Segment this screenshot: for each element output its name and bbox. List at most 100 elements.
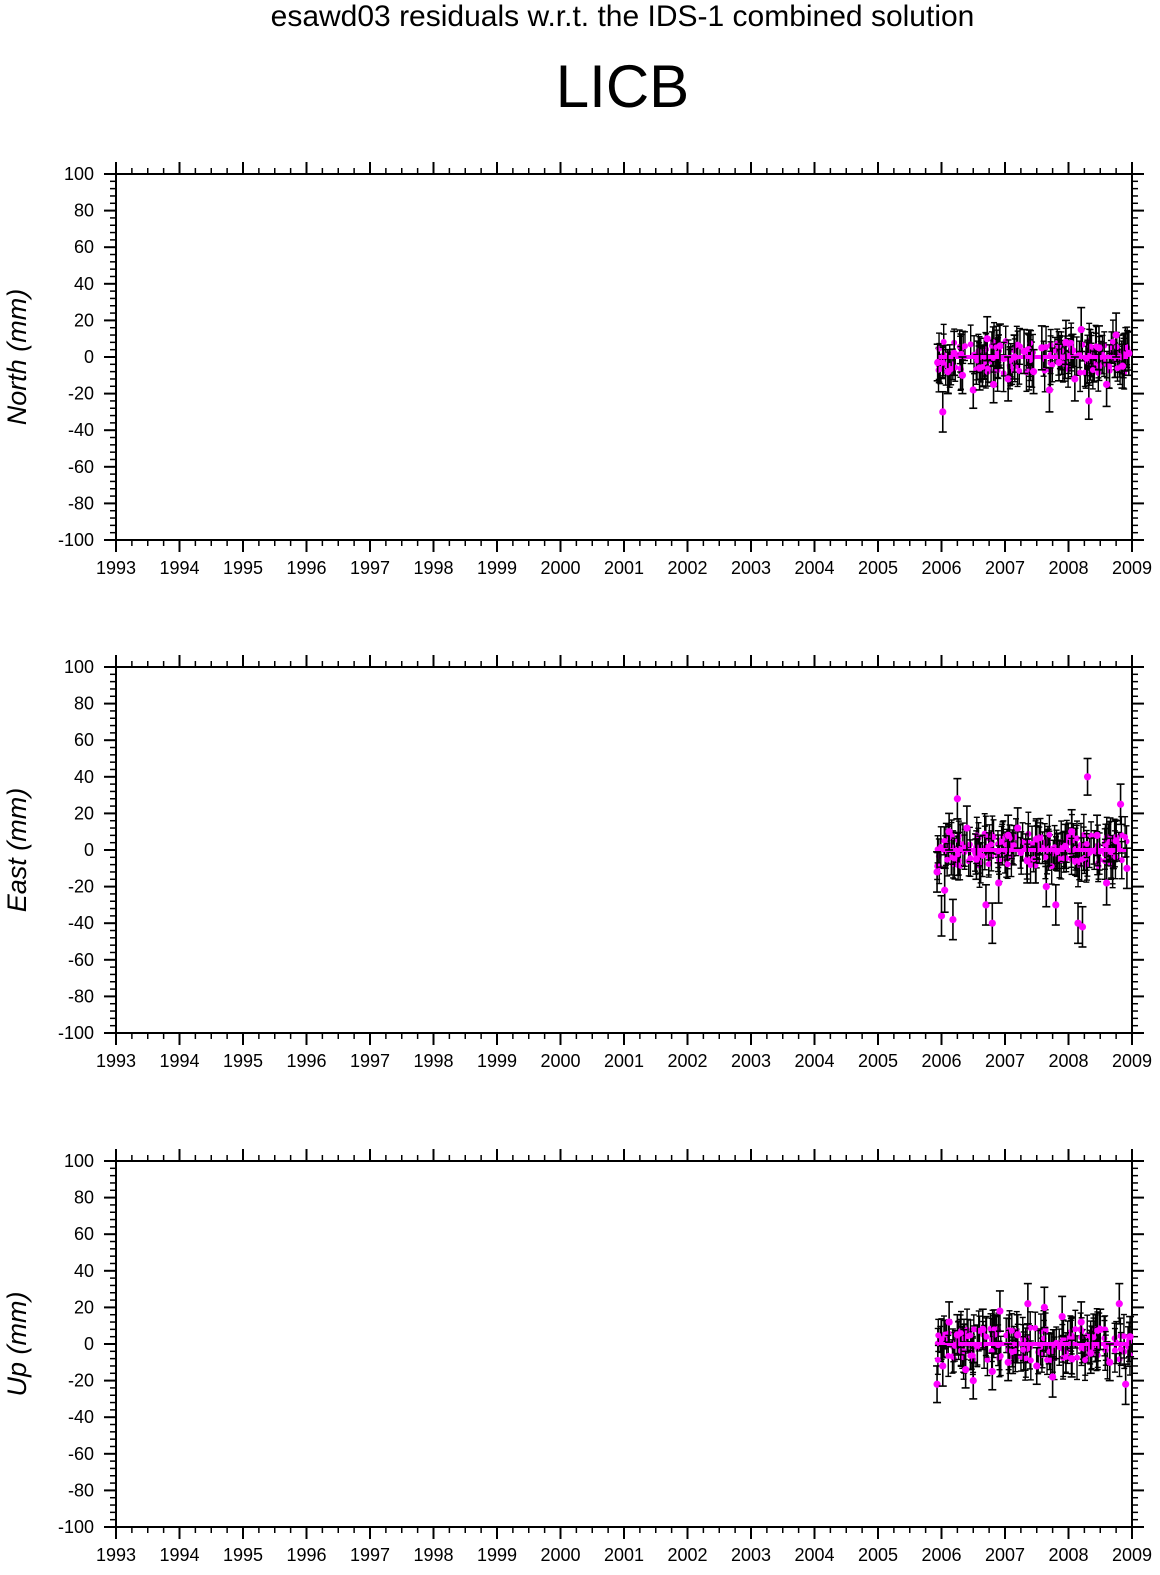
y-tick-label: 20 <box>74 1297 94 1317</box>
data-point <box>979 1325 987 1333</box>
data-point <box>958 371 967 379</box>
x-tick-label: 1999 <box>477 1545 517 1565</box>
data-point <box>1004 861 1011 868</box>
y-tick-label: 80 <box>74 694 94 714</box>
x-tick-label: 2007 <box>985 558 1025 578</box>
y-tick-label: 20 <box>74 803 94 823</box>
data-point <box>1083 841 1090 848</box>
y-tick-label: -100 <box>58 1023 94 1043</box>
data-point <box>1106 363 1113 370</box>
x-tick-label: 1994 <box>159 1545 199 1565</box>
data-point <box>1118 362 1127 370</box>
data-point <box>982 901 990 909</box>
data-point <box>934 358 942 367</box>
data-point <box>949 915 957 924</box>
y-tick-label: -60 <box>68 950 94 970</box>
x-tick-label: 2000 <box>540 1545 580 1565</box>
y-tick-label: -80 <box>68 493 94 513</box>
data-point <box>1046 1348 1053 1355</box>
x-tick-label: 2001 <box>604 558 644 578</box>
data-point <box>1080 831 1087 838</box>
data-point <box>1016 367 1023 374</box>
y-tick-label: 80 <box>74 201 94 221</box>
data-point <box>1055 358 1063 367</box>
data-point <box>1060 1336 1067 1343</box>
data-point <box>1049 361 1056 368</box>
x-tick-label: 2006 <box>921 1051 961 1071</box>
data-point <box>1078 923 1087 931</box>
data-point <box>1116 800 1125 808</box>
data-point <box>941 837 948 844</box>
data-point <box>1058 1312 1066 1321</box>
data-point <box>984 1356 991 1363</box>
data-point <box>1040 1303 1048 1311</box>
x-tick-label: 2009 <box>1112 558 1152 578</box>
data-point <box>1077 325 1085 334</box>
data-point <box>996 857 1003 864</box>
y-tick-label: -80 <box>68 986 94 1006</box>
data-point <box>1109 338 1116 345</box>
data-point <box>1125 349 1133 357</box>
data-point <box>983 1333 990 1340</box>
data-point <box>962 1366 970 1374</box>
data-point <box>988 841 995 848</box>
y-tick-label: 100 <box>64 164 94 184</box>
y-tick-label: 40 <box>74 1261 94 1281</box>
data-point <box>935 1332 942 1339</box>
x-tick-label: 2002 <box>667 1051 707 1071</box>
data-point <box>1095 369 1102 376</box>
x-tick-label: 2002 <box>667 558 707 578</box>
y-tick-label: 0 <box>84 840 94 860</box>
y-tick-label: -100 <box>58 1517 94 1537</box>
data-point <box>970 1326 977 1333</box>
x-tick-label: 2004 <box>794 1545 834 1565</box>
data-point <box>1103 380 1111 389</box>
x-tick-label: 1995 <box>223 1545 263 1565</box>
x-tick-label: 1997 <box>350 1051 390 1071</box>
x-tick-label: 2006 <box>921 558 961 578</box>
y-axis-label: North (mm) <box>2 289 32 426</box>
x-tick-label: 1994 <box>159 558 199 578</box>
x-tick-label: 2003 <box>731 1545 771 1565</box>
y-tick-label: 100 <box>64 657 94 677</box>
page-title: esawd03 residuals w.r.t. the IDS-1 combi… <box>270 0 975 33</box>
data-point <box>1008 1327 1015 1334</box>
x-tick-label: 1994 <box>159 1051 199 1071</box>
x-tick-label: 2005 <box>858 1051 898 1071</box>
data-point <box>1077 369 1084 376</box>
y-tick-label: 0 <box>84 1334 94 1354</box>
data-point <box>990 833 997 840</box>
data-point <box>933 868 941 876</box>
y-axis-label: East (mm) <box>2 788 32 913</box>
data-point <box>1120 1333 1127 1340</box>
data-point <box>1010 842 1017 849</box>
y-tick-label: -20 <box>68 384 94 404</box>
data-point <box>991 1326 998 1333</box>
data-point <box>1068 1355 1076 1363</box>
y-tick-label: -60 <box>68 457 94 477</box>
y-tick-label: -60 <box>68 1444 94 1464</box>
data-point <box>1032 1324 1039 1331</box>
data-point <box>1014 341 1021 348</box>
y-tick-label: -20 <box>68 1371 94 1391</box>
data-point <box>1103 879 1111 887</box>
data-point <box>944 856 951 863</box>
x-tick-label: 1993 <box>96 1545 136 1565</box>
data-point <box>1024 1300 1032 1308</box>
y-tick-label: -40 <box>68 1407 94 1427</box>
x-tick-label: 1995 <box>223 1051 263 1071</box>
x-tick-label: 2008 <box>1048 1051 1088 1071</box>
y-tick-label: -20 <box>68 877 94 897</box>
data-point <box>1087 1349 1095 1357</box>
x-tick-label: 2001 <box>604 1545 644 1565</box>
x-tick-label: 2008 <box>1048 1545 1088 1565</box>
data-point <box>1010 353 1019 361</box>
data-point <box>1004 1358 1012 1366</box>
data-point <box>1049 1373 1057 1381</box>
data-point <box>961 343 968 350</box>
data-point <box>965 1333 972 1340</box>
data-point <box>1077 1318 1085 1326</box>
data-point <box>1117 1345 1124 1352</box>
data-point <box>1020 347 1028 356</box>
data-point <box>940 338 947 345</box>
